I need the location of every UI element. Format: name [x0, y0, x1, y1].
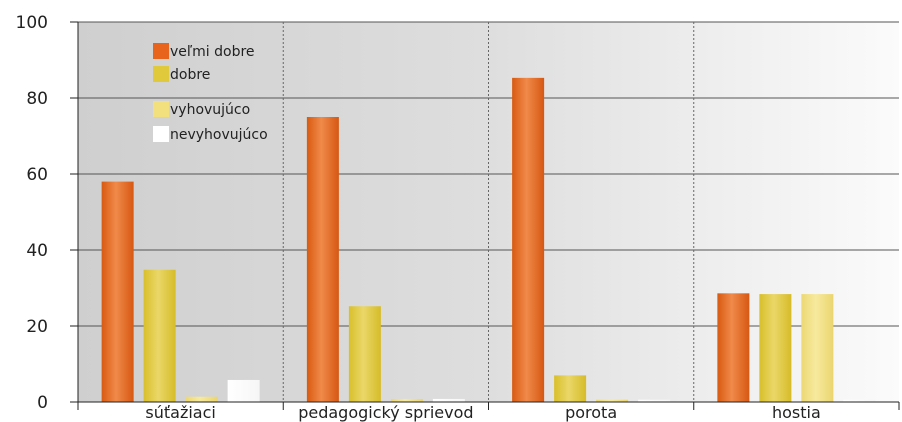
- bar-2-1: [390, 398, 423, 402]
- bar-3-0: [227, 379, 260, 402]
- x-category-label: súťažiaci: [145, 403, 215, 422]
- legend-swatch: [153, 66, 169, 82]
- bars: [101, 77, 876, 403]
- x-category-label: porota: [565, 403, 617, 422]
- bar-2-3: [801, 294, 834, 402]
- y-tick-label: 40: [26, 241, 48, 261]
- legend-label: dobre: [170, 67, 210, 83]
- bar-0-3: [717, 293, 750, 402]
- legend-swatch: [153, 126, 169, 142]
- bar-0-0: [101, 181, 134, 402]
- x-category-label: hostia: [772, 403, 821, 422]
- bar-1-3: [759, 294, 792, 402]
- bar-1-2: [554, 375, 587, 402]
- y-tick-label: 0: [37, 393, 48, 413]
- bar-3-3: [843, 399, 876, 402]
- legend-label: veľmi dobre: [170, 44, 255, 60]
- bar-0-2: [512, 77, 545, 403]
- legend-swatch: [153, 43, 169, 59]
- legend-label: nevyhovujúco: [170, 127, 268, 143]
- x-category-label: pedagogický sprievod: [298, 403, 473, 422]
- bar-2-0: [185, 396, 218, 402]
- grid-lines: [78, 21, 899, 402]
- y-tick-label: 100: [16, 13, 48, 33]
- legend-swatch: [153, 101, 169, 117]
- axes: 0 20 40 60 80 100 súťažiaci pedagogický sprievo…: [16, 13, 900, 422]
- bar-2-2: [596, 399, 629, 402]
- legend-label: vyhovujúco: [170, 102, 250, 118]
- bar-3-2: [638, 399, 671, 402]
- y-tick-label: 20: [26, 317, 48, 337]
- bar-1-1: [348, 306, 381, 402]
- legend: veľmi dobre dobre vyhovujúco nevyhovujúco: [153, 43, 268, 143]
- y-tick-label: 60: [26, 165, 48, 185]
- bar-0-1: [306, 117, 339, 402]
- bar-1-0: [143, 269, 176, 402]
- y-tick-label: 80: [26, 89, 48, 109]
- bar-3-1: [432, 398, 465, 402]
